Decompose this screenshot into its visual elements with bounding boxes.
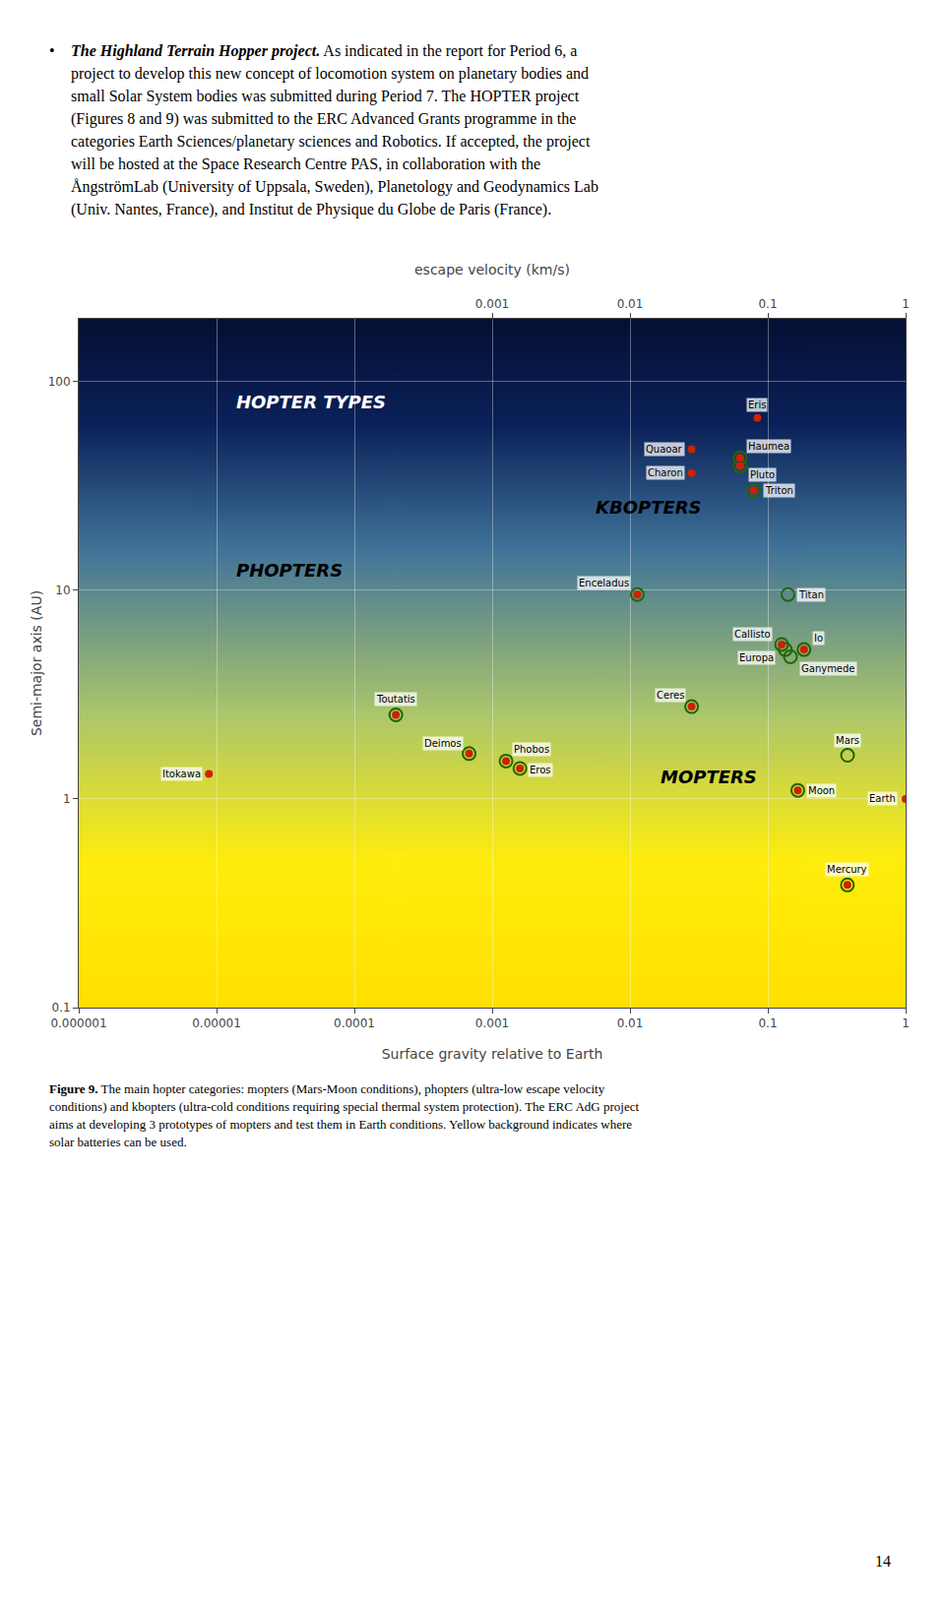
html-text:The Highland Terrain Hopper pr: The Highland Terrain Hopper project. As … xyxy=(70,42,578,60)
svg-text:0.1: 0.1 xyxy=(52,1001,71,1015)
svg-text:Moon: Moon xyxy=(808,785,835,797)
svg-text:Charon: Charon xyxy=(647,467,684,479)
html-text:(Univ. Nantes, France), and In: (Univ. Nantes, France), and Institut de … xyxy=(70,200,552,218)
svg-text:100: 100 xyxy=(48,375,71,389)
svg-text:Pluto: Pluto xyxy=(750,469,775,481)
html-text:14: 14 xyxy=(875,1553,891,1571)
svg-text:10: 10 xyxy=(55,583,70,598)
svg-text:Toutatis: Toutatis xyxy=(376,693,416,705)
svg-text:Semi-major axis (AU): Semi-major axis (AU) xyxy=(28,590,45,737)
svg-text:0.001: 0.001 xyxy=(475,297,509,312)
html-text:categories Earth Sciences/plan: categories Earth Sciences/planetary scie… xyxy=(70,132,590,150)
svg-text:1: 1 xyxy=(63,792,71,807)
html-text:Figure 9. The main hopter cate: Figure 9. The main hopter categories: mo… xyxy=(49,1081,605,1097)
svg-text:0.000001: 0.000001 xyxy=(50,1016,107,1031)
svg-text:KBOPTERS: KBOPTERS xyxy=(595,497,702,518)
svg-text:Quaoar: Quaoar xyxy=(645,443,684,455)
html-text:conditions) and kbopters (ultr: conditions) and kbopters (ultra-cold con… xyxy=(49,1099,639,1115)
svg-text:Surface gravity relative to Ea: Surface gravity relative to Earth xyxy=(381,1046,604,1063)
svg-text:Eros: Eros xyxy=(529,764,552,776)
html-text:(Figures 8 and 9) was submitte: (Figures 8 and 9) was submitted to the E… xyxy=(70,110,577,127)
svg-text:Mars: Mars xyxy=(835,735,860,747)
svg-text:Europa: Europa xyxy=(739,652,774,664)
html-text:project to develop this new co: project to develop this new concept of l… xyxy=(70,64,589,82)
svg-text:1: 1 xyxy=(901,1016,910,1031)
svg-text:0.1: 0.1 xyxy=(757,1016,777,1031)
html-text:will be hosted at the Space Re: will be hosted at the Space Research Cen… xyxy=(70,155,541,173)
html-text:ÅngströmLab (University of Upp: ÅngströmLab (University of Uppsala, Swed… xyxy=(70,178,599,195)
svg-text:Callisto: Callisto xyxy=(734,629,771,640)
svg-text:Ceres: Ceres xyxy=(656,690,685,701)
svg-text:0.0001: 0.0001 xyxy=(333,1016,376,1031)
svg-text:Enceladus: Enceladus xyxy=(578,577,630,589)
svg-text:Io: Io xyxy=(814,632,823,644)
svg-text:Itokawa: Itokawa xyxy=(162,768,201,780)
svg-text:HOPTER TYPES: HOPTER TYPES xyxy=(236,391,386,413)
svg-text:escape velocity (km/s): escape velocity (km/s) xyxy=(414,261,570,278)
svg-text:Phobos: Phobos xyxy=(513,744,550,756)
svg-text:Haumea: Haumea xyxy=(748,441,790,452)
svg-text:0.001: 0.001 xyxy=(475,1016,509,1031)
svg-text:0.00001: 0.00001 xyxy=(191,1016,242,1031)
svg-text:Eris: Eris xyxy=(748,399,766,411)
svg-text:1: 1 xyxy=(901,297,910,312)
svg-text:0.01: 0.01 xyxy=(617,297,644,312)
html-text:aims at developing 3 prototype: aims at developing 3 prototypes of mopte… xyxy=(49,1117,633,1133)
html-text:small Solar System bodies was: small Solar System bodies was submitted … xyxy=(70,87,579,105)
svg-text:MOPTERS: MOPTERS xyxy=(660,766,757,788)
html-text:solar batteries can be used.: solar batteries can be used. xyxy=(49,1134,187,1150)
svg-text:Earth: Earth xyxy=(869,793,896,805)
svg-text:Triton: Triton xyxy=(764,485,794,497)
svg-text:0.1: 0.1 xyxy=(757,297,777,312)
svg-text:Ganymede: Ganymede xyxy=(801,663,856,675)
svg-text:0.01: 0.01 xyxy=(617,1016,644,1031)
svg-text:Titan: Titan xyxy=(798,589,824,601)
svg-text:Mercury: Mercury xyxy=(826,864,868,876)
svg-text:PHOPTERS: PHOPTERS xyxy=(236,560,343,581)
svg-text:Deimos: Deimos xyxy=(424,738,462,750)
